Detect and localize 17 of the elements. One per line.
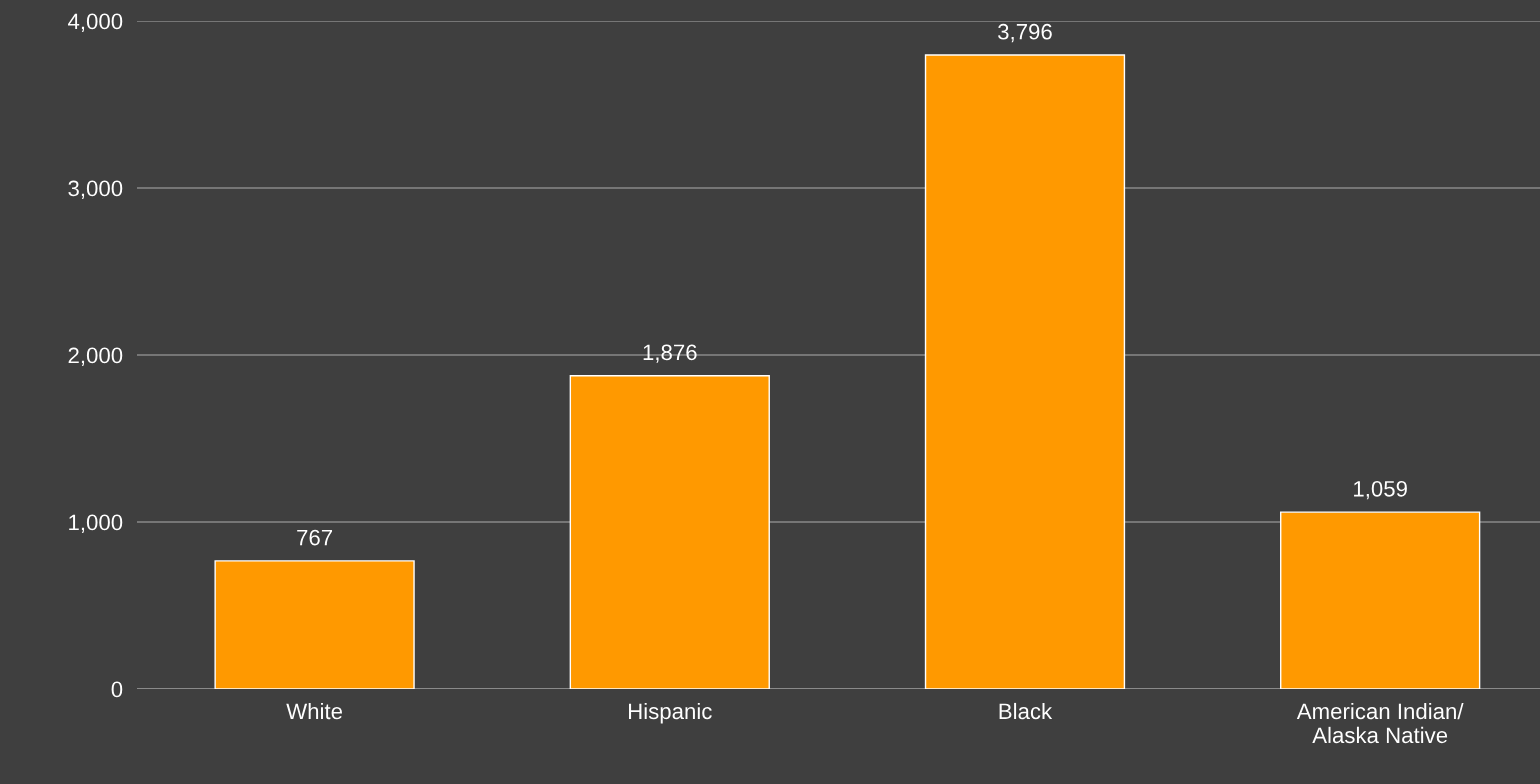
x-tick-label: Black [999,702,1053,720]
y-tick-label: 1,000 [69,514,123,533]
x-tick-label: Hispanic [629,702,712,724]
data-label: 1,876 [643,344,697,363]
x-tick-label: White [286,702,343,720]
y-tick-label: 4,000 [68,13,123,32]
x-tick-label: American Indian/ Alaska Native [1296,702,1464,744]
bar [1280,511,1481,689]
y-tick-label: 2,000 [68,347,123,366]
y-tick-label: 0 [111,681,123,698]
bar [569,375,770,689]
bar [924,54,1126,689]
y-tick-label: 3,000 [68,180,123,199]
bar [214,560,415,689]
data-label: 1,059 [1354,480,1407,500]
data-label: 3,796 [998,23,1052,43]
data-label: 767 [297,529,333,546]
